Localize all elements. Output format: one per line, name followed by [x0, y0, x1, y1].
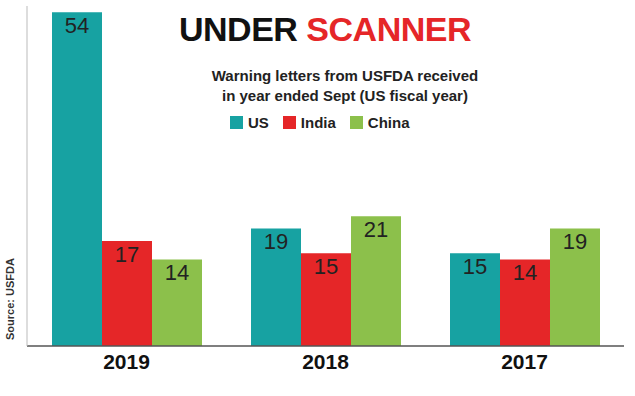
svg-text:17: 17	[115, 242, 139, 267]
html-text:Source: USFDA: Source: USFDA	[4, 258, 16, 340]
html-text:China: China	[367, 114, 410, 131]
svg-text:2019: 2019	[103, 350, 150, 373]
svg-text:19: 19	[264, 229, 288, 254]
html-text:India: India	[300, 114, 336, 131]
svg-text:2017: 2017	[501, 350, 548, 373]
html-text:US: US	[248, 114, 269, 131]
svg-text:15: 15	[314, 254, 338, 279]
svg-text:2018: 2018	[302, 350, 349, 373]
svg-text:14: 14	[165, 260, 189, 285]
svg-text:15: 15	[463, 254, 487, 279]
html-text:Warning letters from USFDA rec: Warning letters from USFDA received in y…	[211, 67, 479, 104]
svg-text:54: 54	[65, 13, 89, 38]
html-text:UNDER SCANNER: UNDER SCANNER	[179, 10, 471, 48]
svg-text:21: 21	[364, 217, 388, 242]
svg-text:19: 19	[563, 229, 587, 254]
svg-text:14: 14	[513, 260, 537, 285]
